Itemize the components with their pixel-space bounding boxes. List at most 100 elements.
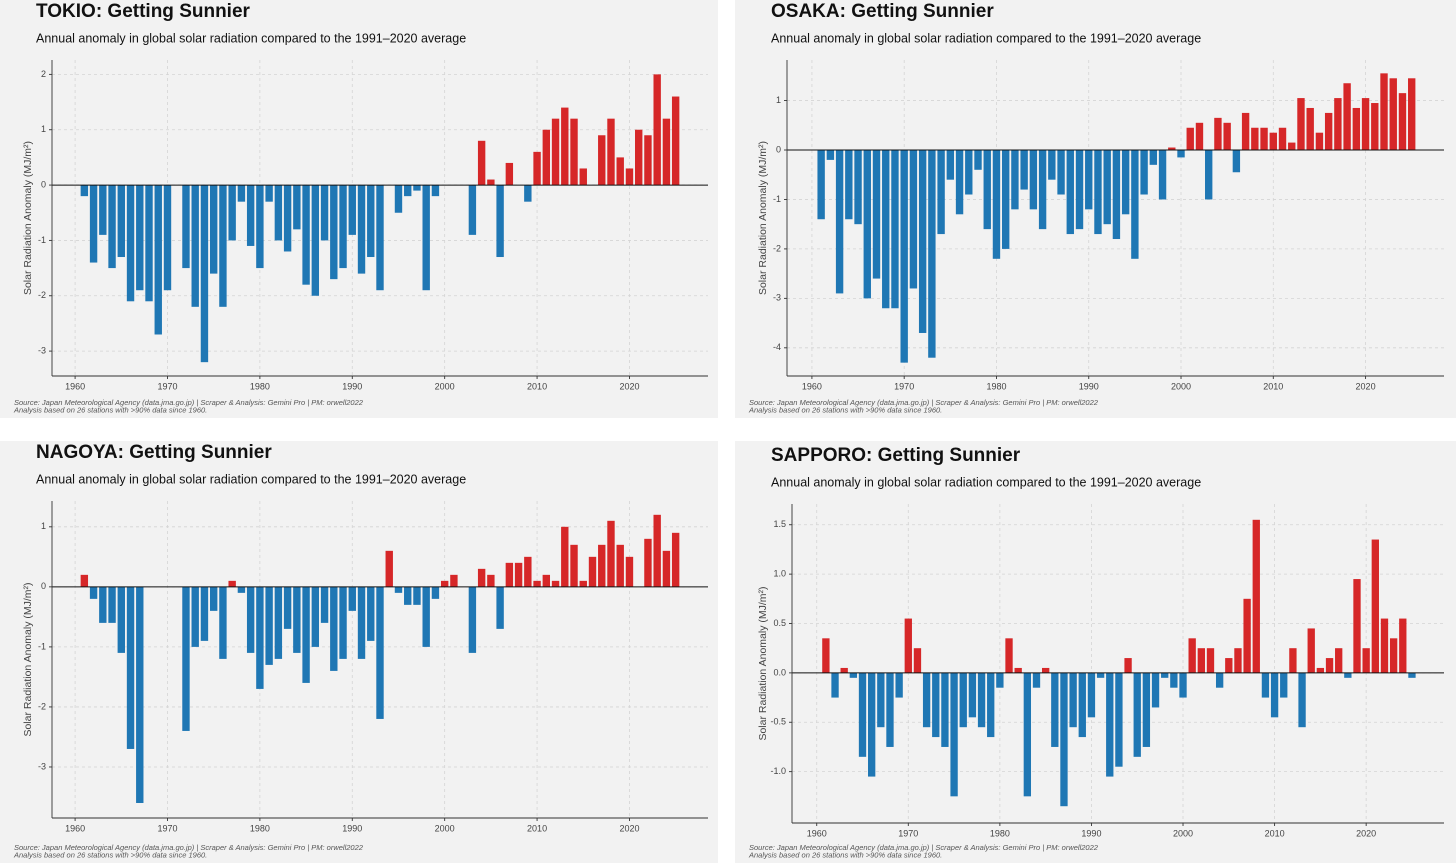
bar [404,185,412,197]
bar [616,544,624,587]
chart-panel: NAGOYA: Getting Sunnier Annual anomaly in… [0,441,718,863]
bar [1398,93,1407,151]
bar [228,580,236,587]
chart-panel: SAPPORO: Getting Sunnier Annual anomaly i… [735,441,1456,863]
y-tick-label: -2 [38,701,46,711]
bar [1408,78,1416,151]
y-axis-label: Solar Radiation Anomaly (MJ/m²) [22,141,34,295]
bar [117,185,125,258]
bar [1032,672,1041,688]
bar [607,520,615,587]
y-tick-label: 0 [41,581,46,591]
bar [937,150,945,235]
y-tick-label: 2 [41,69,46,79]
bar [1261,672,1270,698]
bar [191,586,199,647]
bar [339,586,347,659]
bar [904,618,912,673]
bar [1075,150,1084,230]
y-tick-label: -1 [38,641,46,651]
bar [246,185,255,246]
bar [570,118,578,186]
source-note: Source: Japan Meteorological Agency (dat… [749,843,1099,852]
bar [348,586,356,611]
bar [1206,648,1215,673]
bar [80,574,89,587]
y-tick-label: -2 [38,290,46,300]
bar [219,185,227,307]
bar [237,185,246,202]
chart-title: SAPPORO: Getting Sunnier [771,445,1021,466]
bar [422,185,430,291]
bar [1149,150,1158,165]
bar [533,151,541,186]
bar [1389,78,1397,151]
bar [913,648,922,673]
bar [1121,150,1130,215]
x-tick-label: 2010 [527,823,547,833]
bar [1289,648,1297,673]
bar [1029,150,1038,210]
bar [136,185,144,291]
bar [1103,150,1111,225]
bar [607,118,615,186]
bar [946,150,955,180]
bar [950,672,958,797]
bar [376,185,384,291]
bar [145,185,153,302]
bar [209,586,218,611]
x-tick-label: 2000 [435,823,455,833]
bar [858,672,867,757]
bar [126,586,135,749]
bar [1078,672,1086,738]
chart-subtitle: Annual anomaly in global solar radiation… [36,31,466,45]
bar [1371,103,1379,151]
bar [588,556,597,587]
y-tick-label: -3 [773,293,781,303]
chart-panel: TOKIO: Getting Sunnier Annual anomaly in … [0,0,718,418]
bar [468,185,477,235]
x-tick-label: 1960 [65,381,85,391]
y-axis-label: Solar Radiation Anomaly (MJ/m²) [757,586,769,740]
bar [598,135,606,186]
bar [80,185,89,197]
bar [561,526,569,587]
x-tick-label: 2020 [1356,381,1376,391]
bar [1177,150,1185,158]
source-note: Analysis based on 26 stations with >90% … [748,850,942,859]
bar [662,118,671,186]
chart-subtitle: Annual anomaly in global solar radiation… [771,31,1201,45]
bar [1344,672,1352,678]
bar [182,586,190,731]
bar [868,672,876,777]
bar [872,150,881,279]
bar [256,185,264,269]
y-tick-label: -1.0 [770,766,786,776]
bar [1251,127,1259,151]
bar [992,150,1001,259]
y-axis-label: Solar Radiation Anomaly (MJ/m²) [22,582,34,736]
bar [928,150,936,358]
bar [1057,150,1065,195]
bar [1020,150,1028,190]
bar [302,185,310,285]
bar [644,538,652,587]
bar [1002,150,1010,249]
bar [1361,98,1370,151]
bar [551,580,560,587]
bar [570,544,578,587]
bar [477,140,486,186]
x-tick-label: 2020 [619,823,639,833]
chart-title: NAGOYA: Getting Sunnier [36,442,272,463]
bar [126,185,135,302]
x-tick-label: 1990 [1081,828,1101,838]
x-tick-label: 1990 [342,823,362,833]
x-tick-label: 2000 [435,381,455,391]
bar [514,562,523,587]
bar [219,586,227,659]
bar [311,586,320,647]
x-tick-label: 2000 [1173,828,1193,838]
bar [200,586,209,641]
bar [1142,672,1151,747]
